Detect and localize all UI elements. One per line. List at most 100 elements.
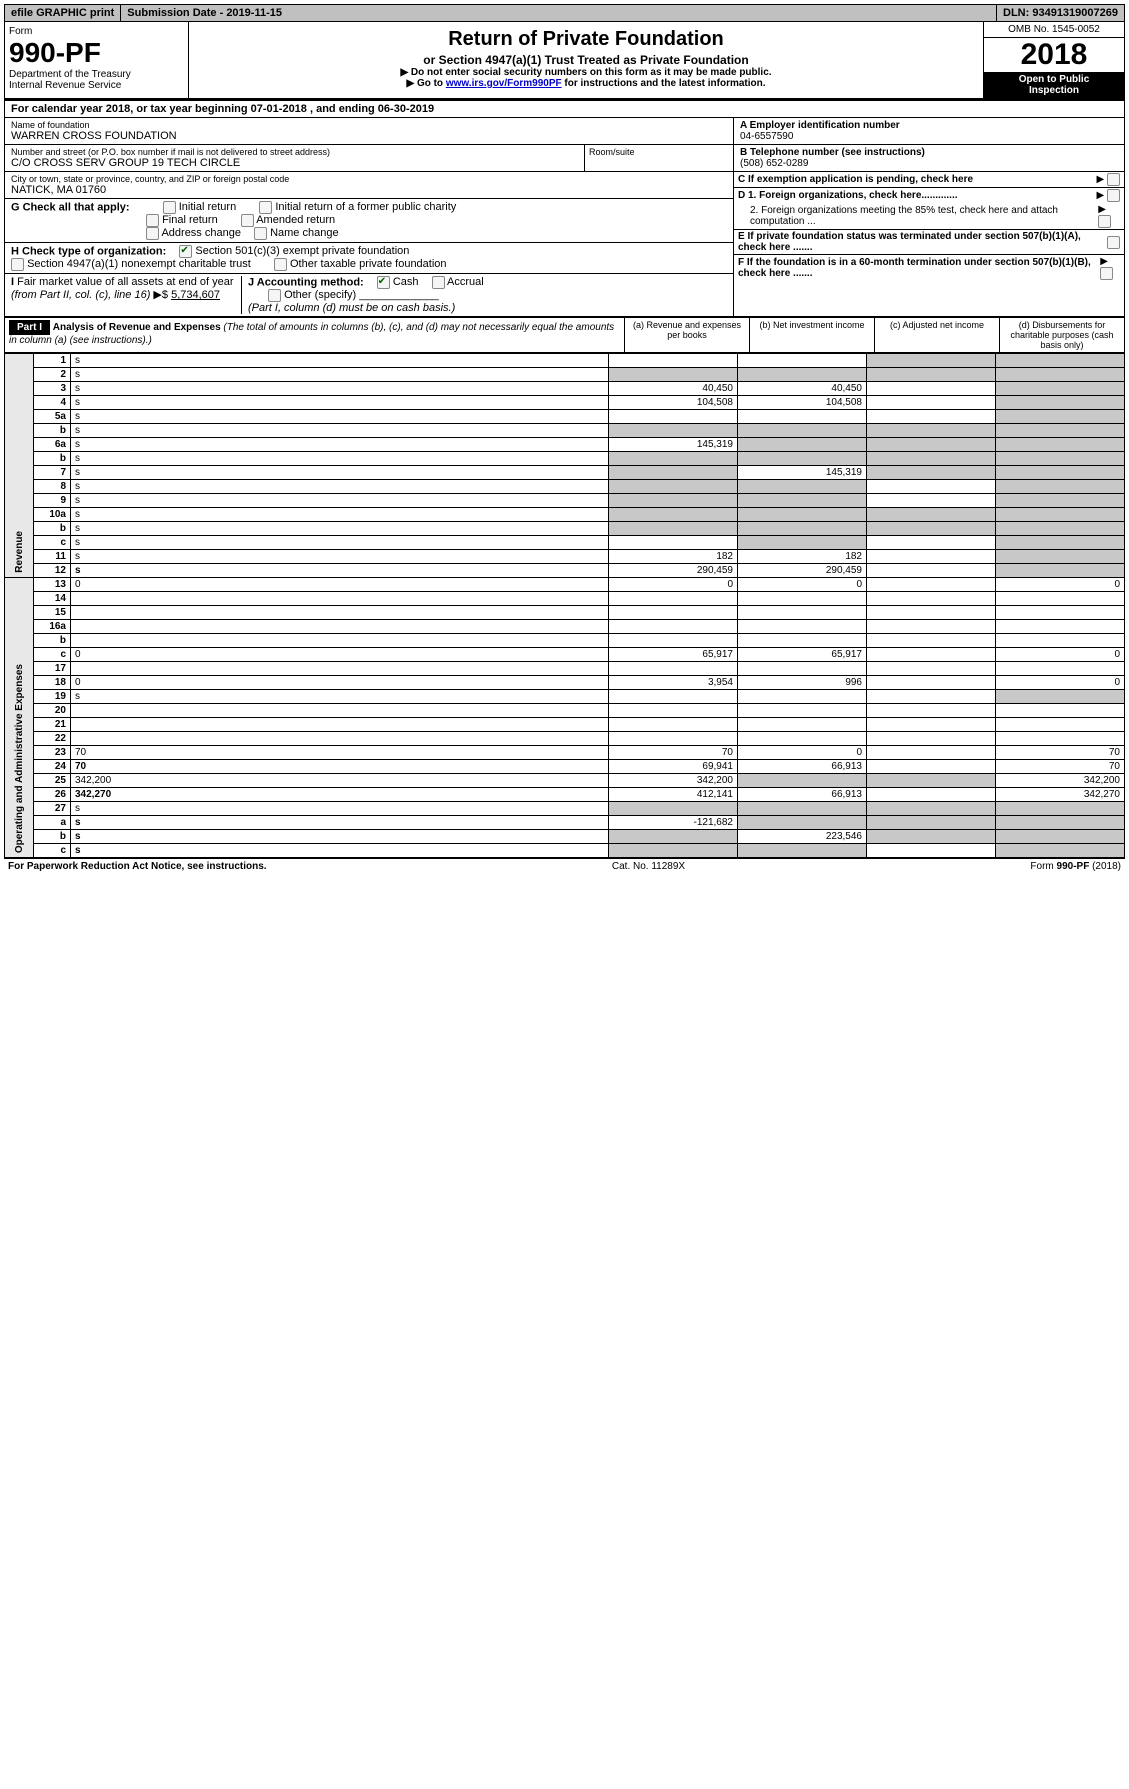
line-description: [71, 662, 609, 676]
d1-checkbox[interactable]: [1107, 189, 1120, 202]
address-change-label: Address change: [161, 227, 241, 239]
submission-date: Submission Date - 2019-11-15: [121, 5, 997, 21]
city-value: NATICK, MA 01760: [11, 184, 727, 196]
section-label: Revenue: [5, 354, 34, 578]
part1-header-row: Part I Analysis of Revenue and Expenses …: [4, 316, 1125, 353]
line-number: 4: [34, 396, 71, 410]
former-charity-checkbox[interactable]: [259, 201, 272, 214]
open-inspection: Open to Public Inspection: [984, 72, 1124, 98]
line-number: 15: [34, 606, 71, 620]
line-description: [71, 620, 609, 634]
line-description: s: [71, 382, 609, 396]
form-number: 990-PF: [9, 37, 184, 69]
line-number: 19: [34, 690, 71, 704]
line-description: 342,270: [71, 788, 609, 802]
line-description: s: [71, 508, 609, 522]
e-checkbox[interactable]: [1107, 236, 1120, 249]
table-row: 1803,9549960: [5, 676, 1125, 690]
line-description: [71, 704, 609, 718]
line-number: 22: [34, 732, 71, 746]
entity-info: Name of foundation WARREN CROSS FOUNDATI…: [4, 118, 1125, 316]
d2-row: 2. Foreign organizations meeting the 85%…: [734, 203, 1124, 229]
table-row: 25342,200342,200342,200: [5, 774, 1125, 788]
e-row: E If private foundation status was termi…: [734, 230, 1124, 255]
page-footer: For Paperwork Reduction Act Notice, see …: [4, 858, 1125, 874]
f-row: F If the foundation is in a 60-month ter…: [734, 255, 1124, 281]
501c3-label: Section 501(c)(3) exempt private foundat…: [195, 245, 409, 257]
g-label: G Check all that apply:: [11, 201, 130, 213]
form-title-box: Return of Private Foundation or Section …: [189, 22, 983, 98]
line-description: s: [71, 816, 609, 830]
line-number: 11: [34, 550, 71, 564]
line-number: 23: [34, 746, 71, 760]
line-number: 24: [34, 760, 71, 774]
efile-button[interactable]: efile GRAPHIC print: [5, 5, 121, 21]
col-d-header: (d) Disbursements for charitable purpose…: [999, 318, 1124, 352]
table-row: Operating and Administrative Expenses130…: [5, 578, 1125, 592]
line-number: 7: [34, 466, 71, 480]
part1-title: Analysis of Revenue and Expenses: [53, 322, 221, 333]
address-label: Number and street (or P.O. box number if…: [11, 147, 578, 157]
initial-return-checkbox[interactable]: [163, 201, 176, 214]
line-number: b: [34, 452, 71, 466]
line-number: 2: [34, 368, 71, 382]
other-taxable-checkbox[interactable]: [274, 258, 287, 271]
name-change-checkbox[interactable]: [254, 227, 267, 240]
line-description: s: [71, 438, 609, 452]
501c3-checkbox[interactable]: [179, 245, 192, 258]
line-number: 18: [34, 676, 71, 690]
accrual-label: Accrual: [447, 276, 484, 288]
address-value: C/O CROSS SERV GROUP 19 TECH CIRCLE: [11, 157, 578, 169]
j-label: J Accounting method:: [248, 276, 364, 288]
table-row: 9s: [5, 494, 1125, 508]
final-return-checkbox[interactable]: [146, 214, 159, 227]
form-word: Form: [9, 26, 184, 37]
line-number: c: [34, 536, 71, 550]
i-fmv-box: I Fair market value of all assets at end…: [11, 276, 241, 314]
table-row: b: [5, 634, 1125, 648]
ein-box: A Employer identification number 04-6557…: [734, 118, 1124, 145]
4947-checkbox[interactable]: [11, 258, 24, 271]
line-number: 13: [34, 578, 71, 592]
line-number: 21: [34, 718, 71, 732]
table-row: 3s40,45040,450: [5, 382, 1125, 396]
phone-box: B Telephone number (see instructions) (5…: [734, 145, 1124, 172]
col-c-header: (c) Adjusted net income: [874, 318, 999, 352]
accrual-checkbox[interactable]: [432, 276, 445, 289]
table-row: c065,91765,9170: [5, 648, 1125, 662]
d2-checkbox[interactable]: [1098, 215, 1111, 228]
goto-prefix: ▶ Go to: [406, 78, 445, 89]
room-suite-label: Room/suite: [584, 145, 733, 171]
dln-number: DLN: 93491319007269: [997, 5, 1124, 21]
address-change-checkbox[interactable]: [146, 227, 159, 240]
line-number: b: [34, 634, 71, 648]
amended-return-checkbox[interactable]: [241, 214, 254, 227]
table-row: 4s104,508104,508: [5, 396, 1125, 410]
irs-link[interactable]: www.irs.gov/Form990PF: [446, 78, 562, 89]
top-bar: efile GRAPHIC print Submission Date - 20…: [4, 4, 1125, 22]
line-number: 6a: [34, 438, 71, 452]
line-number: b: [34, 424, 71, 438]
phone-value: (508) 652-0289: [740, 158, 1118, 169]
g-check-row: G Check all that apply: Initial return I…: [5, 199, 733, 243]
line-description: s: [71, 396, 609, 410]
c-checkbox[interactable]: [1107, 173, 1120, 186]
line-description: s: [71, 802, 609, 816]
c-label: C If exemption application is pending, c…: [738, 174, 973, 185]
d1-label: D 1. Foreign organizations, check here..…: [738, 190, 958, 201]
line-description: 342,200: [71, 774, 609, 788]
table-row: 17: [5, 662, 1125, 676]
former-charity-label: Initial return of a former public charit…: [275, 201, 456, 213]
e-label: E If private foundation status was termi…: [738, 231, 1107, 253]
other-method-checkbox[interactable]: [268, 289, 281, 302]
phone-label: B Telephone number (see instructions): [740, 147, 1118, 158]
table-row: 26342,270412,14166,913342,270: [5, 788, 1125, 802]
cash-checkbox[interactable]: [377, 276, 390, 289]
line-number: 9: [34, 494, 71, 508]
line-number: b: [34, 830, 71, 844]
table-row: Revenue1s: [5, 354, 1125, 368]
f-checkbox[interactable]: [1100, 267, 1113, 280]
form-number-box: Form 990-PF Department of the Treasury I…: [5, 22, 189, 98]
cash-basis-note: (Part I, column (d) must be on cash basi…: [248, 302, 455, 314]
line-description: [71, 606, 609, 620]
